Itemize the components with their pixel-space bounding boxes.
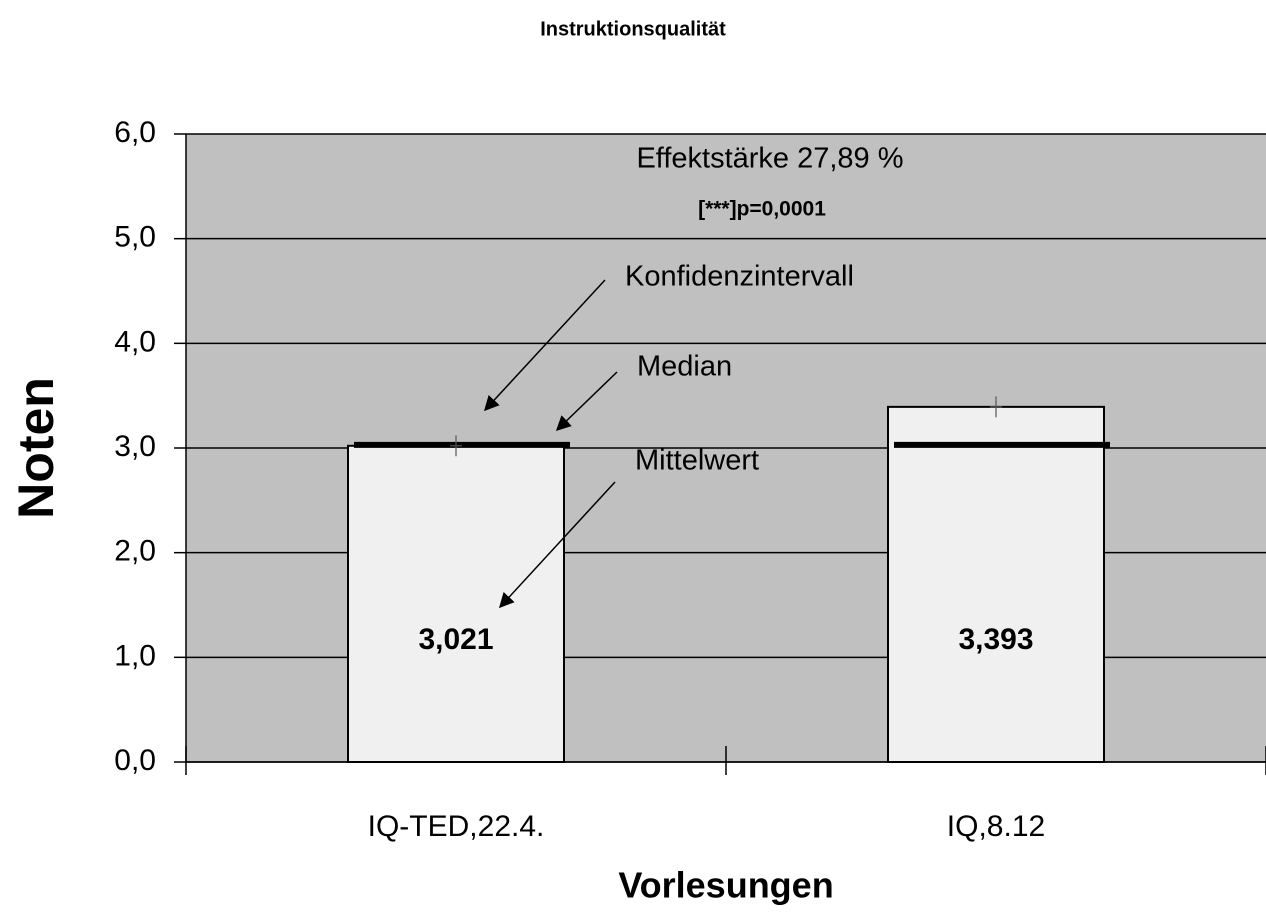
y-tick-label: 5,0 bbox=[114, 221, 156, 254]
bar bbox=[347, 444, 565, 763]
annotation: Mittelwert bbox=[635, 445, 759, 477]
y-tick-label: 4,0 bbox=[114, 325, 156, 358]
y-tick-label: 3,0 bbox=[114, 430, 156, 463]
annotation: Median bbox=[637, 351, 732, 383]
value-label: 3,021 bbox=[418, 623, 493, 656]
arrow bbox=[498, 481, 616, 609]
annotation: [***]p=0,0001 bbox=[698, 198, 826, 221]
value-label: 3,393 bbox=[958, 623, 1033, 656]
annotation: Konfidenzintervall bbox=[625, 261, 854, 293]
x-tick-label: IQ-TED,22.4. bbox=[368, 810, 545, 843]
chart-title: Instruktionsqualität bbox=[540, 18, 726, 40]
x-axis-title: Vorlesungen bbox=[618, 865, 833, 906]
annotation: Effektstärke 27,89 % bbox=[636, 143, 903, 175]
bar bbox=[887, 405, 1105, 763]
y-tick-label: 2,0 bbox=[114, 535, 156, 568]
y-tick-label: 1,0 bbox=[114, 639, 156, 672]
x-tick-label: IQ,8.12 bbox=[947, 810, 1045, 843]
y-tick-label: 6,0 bbox=[114, 116, 156, 149]
arrow bbox=[555, 371, 618, 432]
y-tick-label: 0,0 bbox=[114, 744, 156, 777]
arrow bbox=[483, 279, 606, 412]
y-axis-title: Noten bbox=[8, 377, 64, 519]
